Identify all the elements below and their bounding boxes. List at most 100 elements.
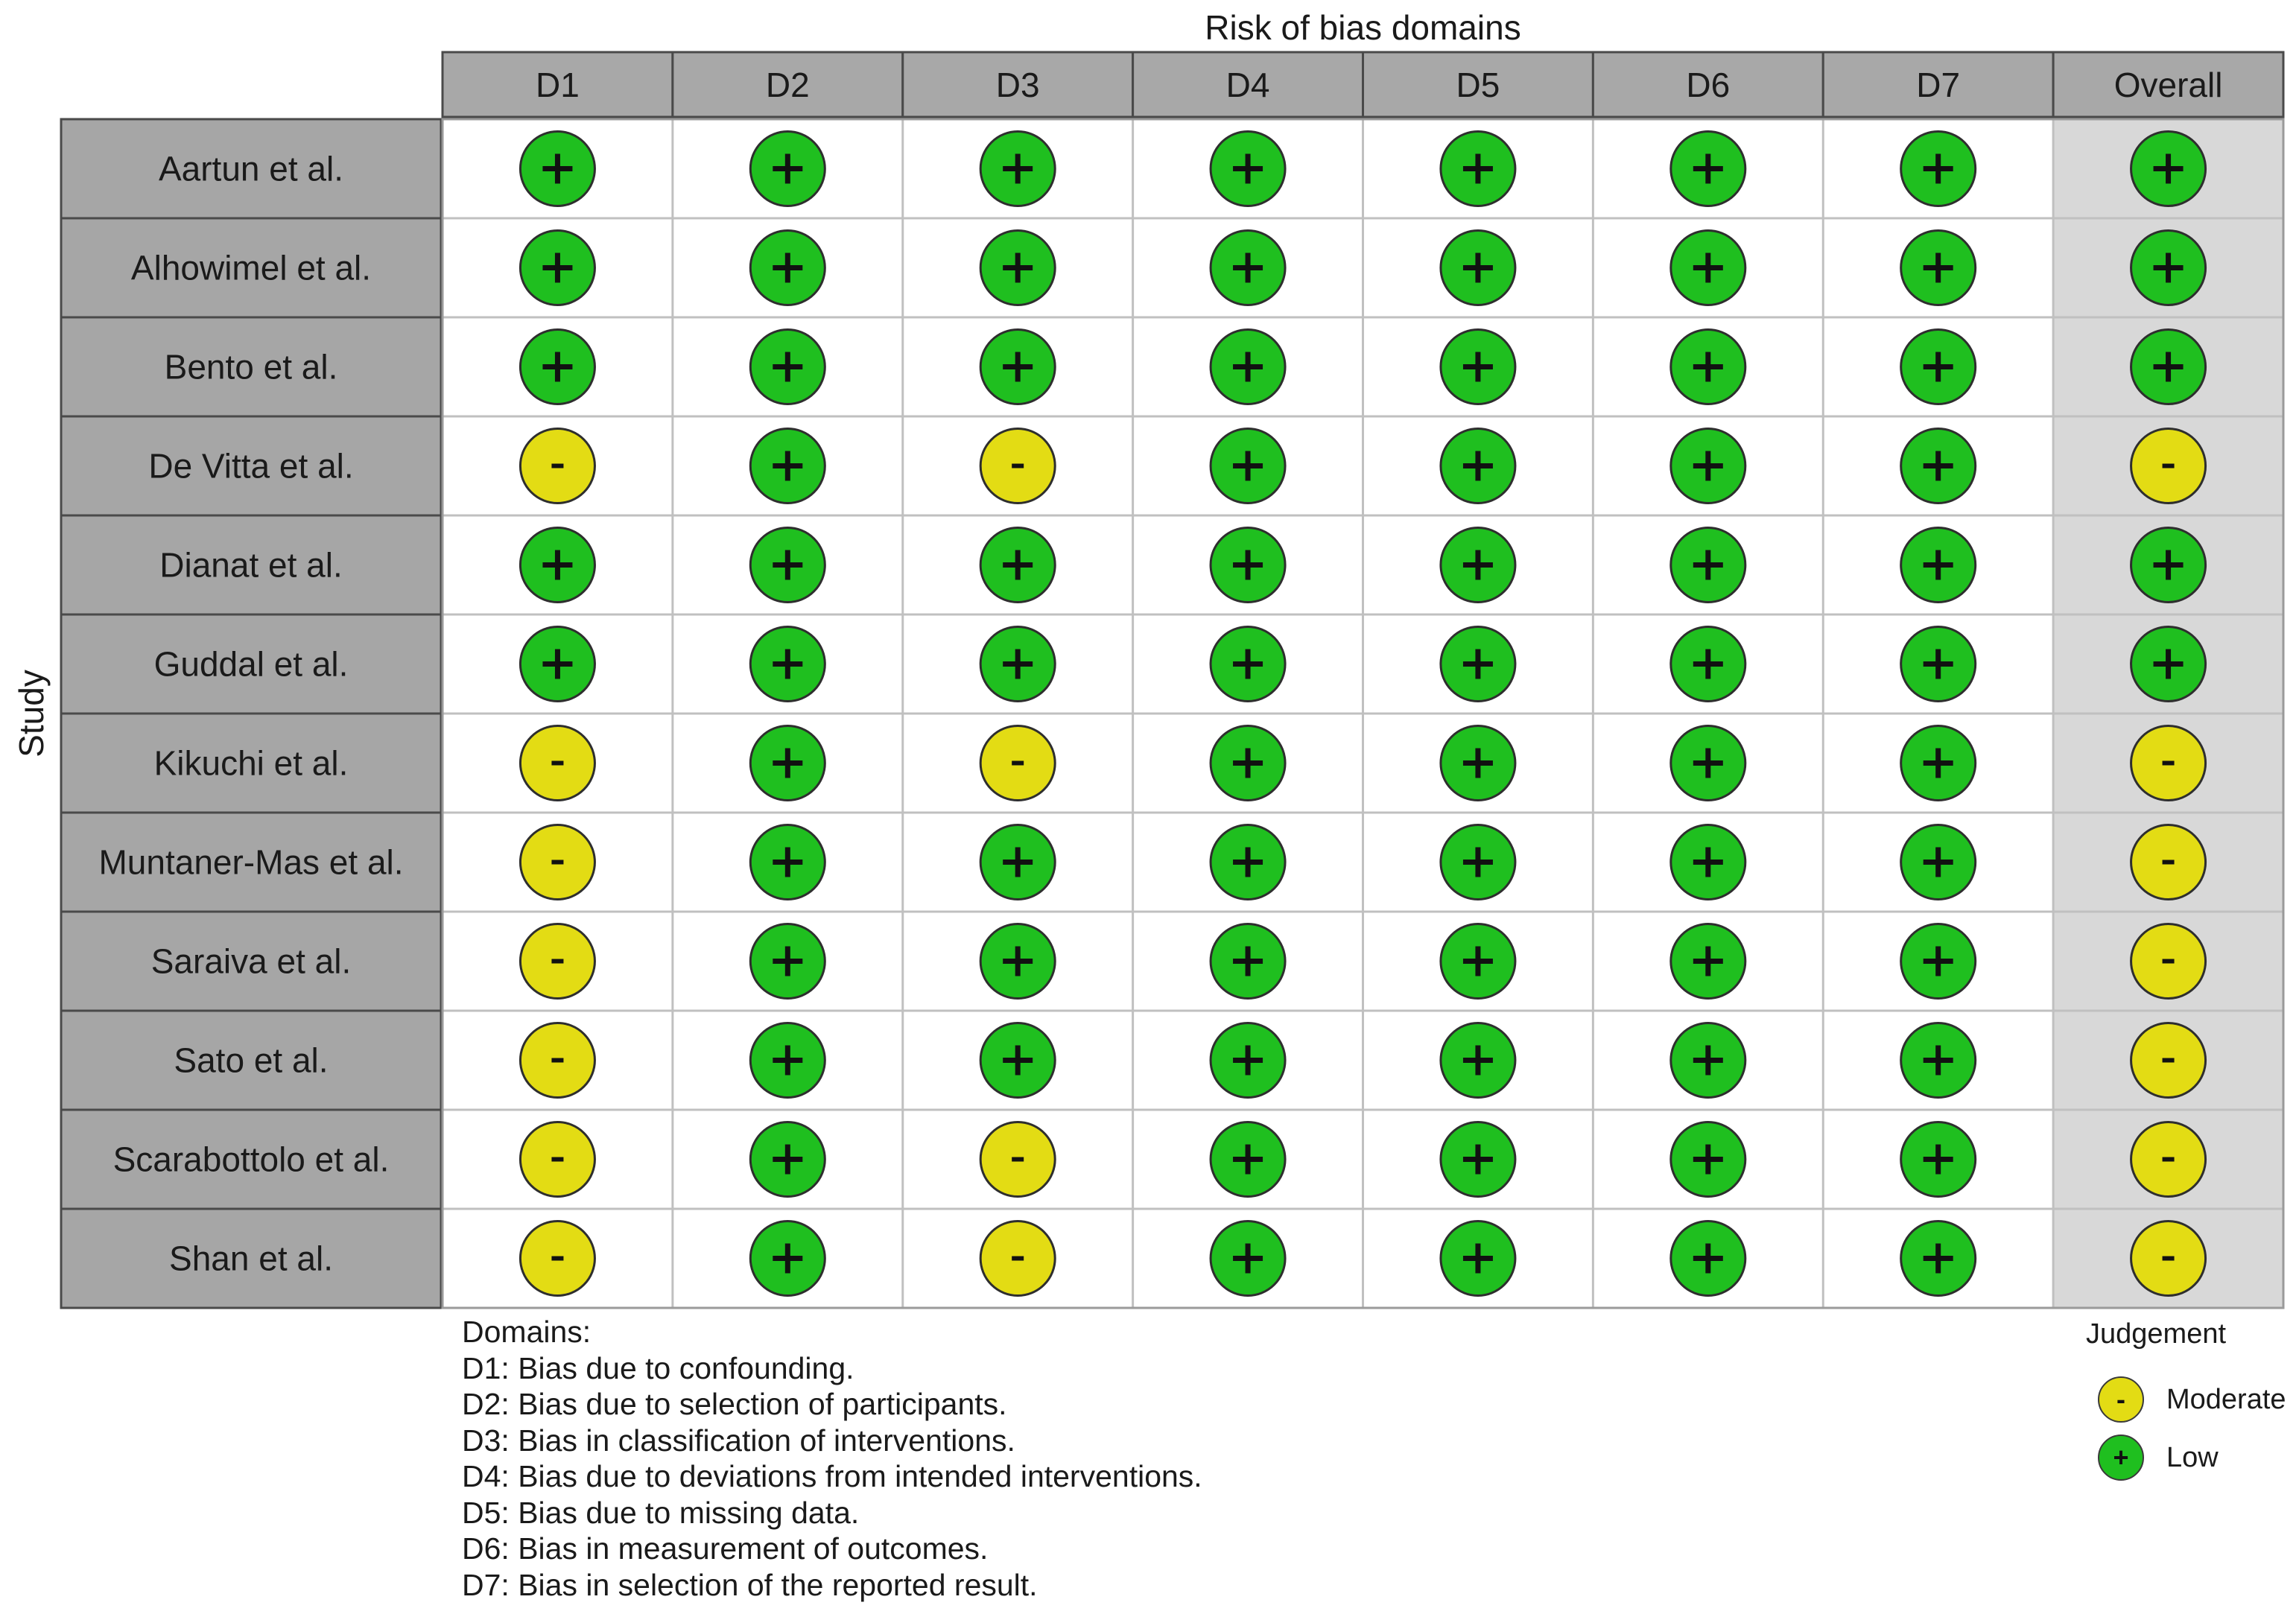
study-row-header	[60, 1108, 443, 1210]
study-label: Shan et al.	[169, 1239, 333, 1278]
plus-symbol-v	[1015, 649, 1021, 679]
minus-symbol	[1012, 1157, 1024, 1162]
study-label: De Vitta et al.	[148, 447, 353, 486]
grid-border	[441, 118, 2285, 1309]
plus-symbol-v	[784, 649, 790, 679]
plus-symbol-v	[1705, 352, 1711, 382]
plus-symbol-v	[1705, 748, 1711, 778]
domains-legend-item-d4: D4: Bias due to deviations from intended…	[462, 1459, 1202, 1493]
chart-title: Risk of bias domains	[1205, 8, 1520, 47]
plus-symbol-v	[1015, 946, 1021, 976]
plus-symbol-v	[1935, 649, 1941, 679]
study-label: Guddal et al.	[154, 645, 349, 684]
column-header-d2	[671, 51, 904, 118]
plus-symbol-v	[1245, 649, 1251, 679]
judgement-legend-title: Judgement	[2086, 1318, 2227, 1350]
plus-symbol-v	[1935, 946, 1941, 976]
plus-symbol-v	[1245, 550, 1251, 580]
plus-symbol-v	[1245, 946, 1251, 976]
column-header-label: D7	[1916, 66, 1960, 104]
study-row-header	[60, 1207, 443, 1309]
domains-legend-item-d2: D2: Bias due to selection of participant…	[462, 1387, 1007, 1421]
minus-symbol	[2162, 1058, 2175, 1063]
plus-symbol-v	[1245, 748, 1251, 778]
plus-symbol-v	[1245, 352, 1251, 382]
judgement-legend-label-moderate: Moderate	[2166, 1383, 2286, 1415]
plus-symbol-v	[1705, 1045, 1711, 1076]
column-header-overall	[2052, 51, 2285, 118]
plus-symbol-v	[1475, 352, 1481, 382]
plus-symbol-v	[1475, 1144, 1481, 1175]
minus-symbol	[1012, 463, 1024, 468]
minus-symbol	[1012, 1256, 1024, 1261]
minus-symbol	[1012, 760, 1024, 766]
plus-symbol-v	[2166, 252, 2172, 283]
column-header-d1	[441, 51, 674, 118]
plus-symbol-v	[1935, 153, 1941, 184]
domains-legend-item-d3: D3: Bias in classification of interventi…	[462, 1423, 1015, 1458]
minus-symbol	[551, 1157, 564, 1162]
minus-symbol	[551, 1058, 564, 1063]
plus-symbol-v	[1245, 451, 1251, 481]
column-header-label: D2	[766, 66, 810, 104]
plus-symbol-v	[784, 946, 790, 976]
minus-symbol	[2162, 860, 2175, 865]
plus-symbol-v	[1475, 649, 1481, 679]
domains-legend-item-d7: D7: Bias in selection of the reported re…	[462, 1567, 1038, 1602]
plus-symbol-v	[1705, 252, 1711, 283]
column-header-label: D1	[536, 66, 580, 104]
plus-symbol-v	[554, 649, 560, 679]
plus-symbol-v	[1245, 1045, 1251, 1076]
plus-symbol-v	[1935, 352, 1941, 382]
study-label: Aartun et al.	[159, 150, 343, 188]
minus-symbol	[551, 959, 564, 964]
plus-symbol-v	[1935, 847, 1941, 877]
minus-symbol	[2162, 463, 2175, 468]
plus-symbol-v	[2166, 352, 2172, 382]
domains-legend-item-d6: D6: Bias in measurement of outcomes.	[462, 1531, 989, 1566]
domains-legend: Domains: D1: Bias due to confounding. D2…	[462, 1314, 1202, 1603]
plus-symbol-v	[1935, 748, 1941, 778]
study-label: Muntaner-Mas et al.	[98, 843, 403, 882]
plus-symbol-v	[1245, 847, 1251, 877]
plus-symbol-v	[1475, 451, 1481, 481]
domains-legend-item-d1: D1: Bias due to confounding.	[462, 1350, 854, 1385]
plus-symbol-v	[1015, 252, 1021, 283]
plus-symbol-v	[1935, 252, 1941, 283]
minus-symbol	[2162, 1256, 2175, 1261]
plus-symbol-v	[1935, 550, 1941, 580]
column-header-label: D4	[1226, 66, 1270, 104]
plus-symbol-v	[1705, 153, 1711, 184]
minus-symbol	[2162, 1157, 2175, 1162]
judgement-legend-item-low: + Low	[2098, 1435, 2219, 1481]
minus-symbol	[551, 463, 564, 468]
plus-symbol-v	[784, 352, 790, 382]
column-header-d4	[1132, 51, 1364, 118]
minus-symbol	[2162, 760, 2175, 766]
study-label: Saraiva et al.	[151, 942, 351, 981]
column-header-d3	[901, 51, 1135, 118]
column-header-d5	[1362, 51, 1594, 118]
plus-symbol-v	[784, 1243, 790, 1274]
plus-symbol-v	[554, 352, 560, 382]
judgement-legend-label-low: Low	[2166, 1441, 2219, 1473]
moderate-dot-icon: -	[2098, 1376, 2144, 1423]
plus-symbol-v	[784, 252, 790, 283]
plus-symbol-v	[1015, 847, 1021, 877]
plus-symbol-v	[1705, 451, 1711, 481]
plus-symbol-v	[554, 550, 560, 580]
column-header-d6	[1591, 51, 1824, 118]
plus-symbol-v	[1245, 1144, 1251, 1175]
minus-symbol	[551, 860, 564, 865]
plus-symbol-v	[1705, 550, 1711, 580]
study-row-header	[60, 316, 443, 418]
plus-symbol-v	[2166, 153, 2172, 184]
judgement-legend: Judgement - Moderate + Low	[2078, 1318, 2295, 1481]
column-header-label: D6	[1686, 66, 1730, 104]
plus-symbol-v	[784, 1045, 790, 1076]
plus-symbol-v	[1475, 252, 1481, 283]
plus-symbol-v	[1705, 1243, 1711, 1274]
column-header-label: Overall	[2114, 66, 2223, 104]
plus-symbol-v	[1935, 1144, 1941, 1175]
